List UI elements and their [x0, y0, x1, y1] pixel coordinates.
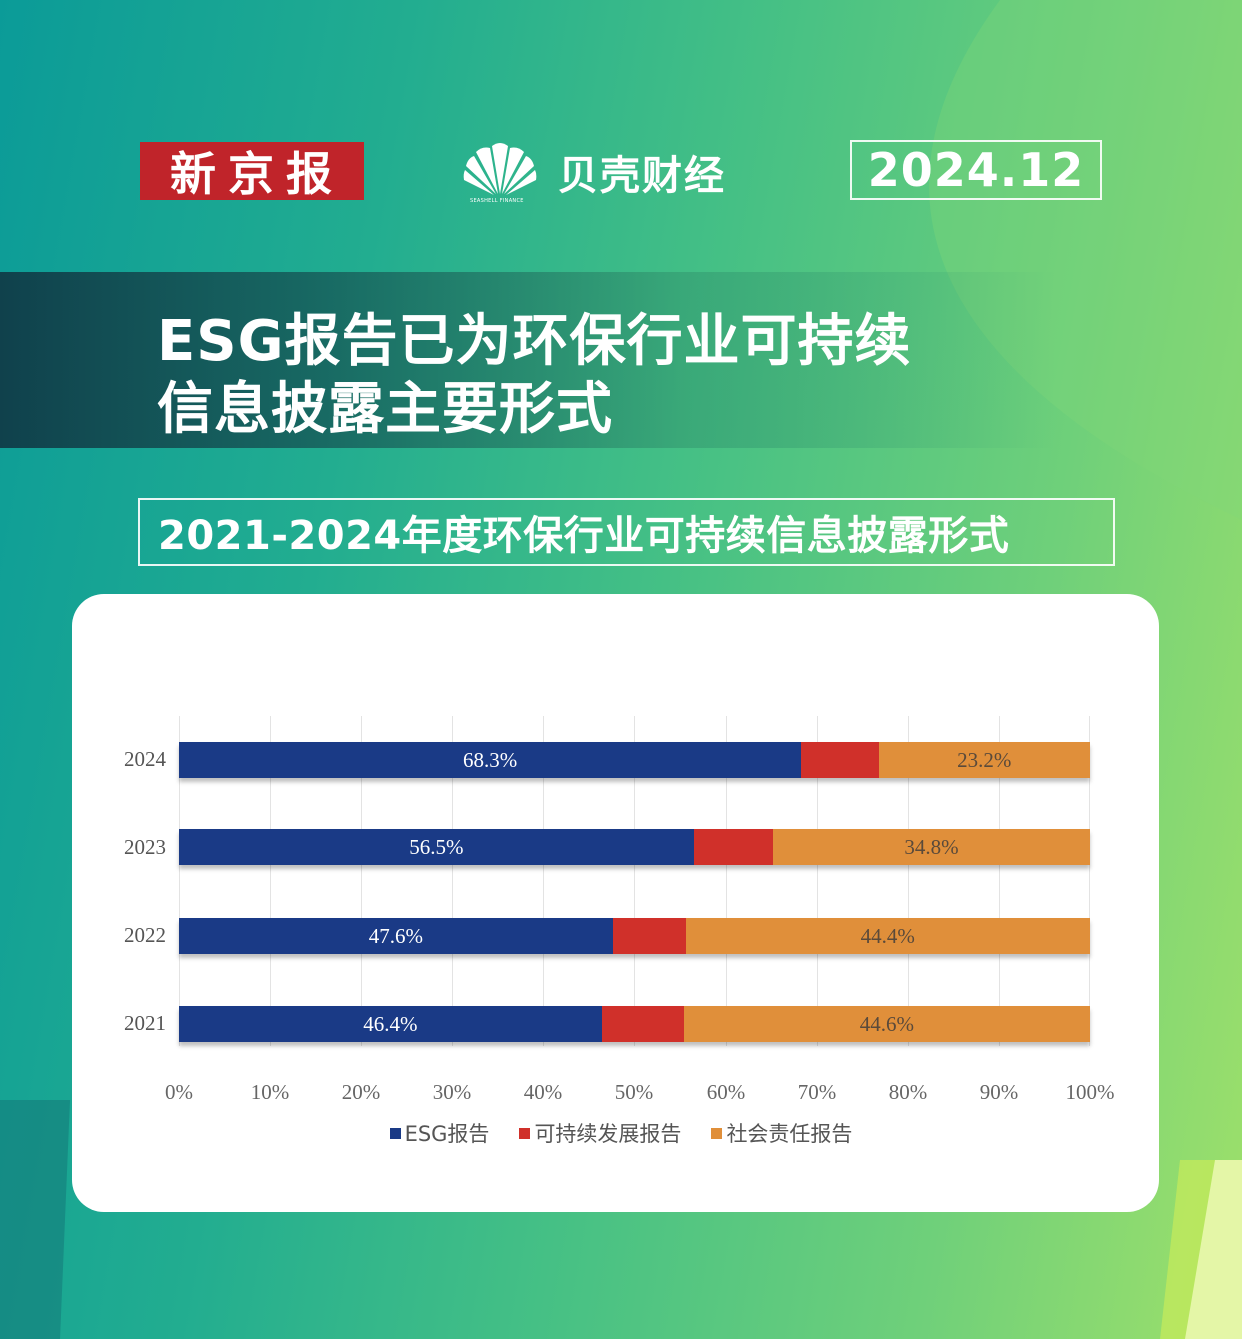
y-label-2024: 2024 — [124, 747, 166, 771]
y-label-2022: 2022 — [124, 923, 166, 947]
bar-segment-sustainable — [601, 1006, 684, 1042]
x-tick: 100% — [1065, 1080, 1115, 1104]
legend-item-esg: ESG报告 — [389, 1118, 490, 1148]
date-text: 2024.12 — [867, 143, 1085, 197]
gridline — [543, 716, 544, 1046]
xinjingbao-logo-text: 新京报 — [170, 147, 344, 201]
gridline — [908, 716, 909, 1046]
gridline — [999, 716, 1000, 1046]
legend-swatch-sustainable — [519, 1127, 531, 1139]
bar-segment-sustainable — [693, 829, 773, 865]
beike-finance-name: 贝壳财经 — [558, 153, 726, 199]
bar-segment-esg: 46.4% — [179, 1006, 602, 1042]
bar-segment-sustainable — [801, 742, 879, 778]
bar-segment-csr: 44.6% — [683, 1006, 1090, 1042]
x-tick: 40% — [523, 1080, 563, 1104]
data-label: 56.5% — [409, 834, 464, 859]
data-label: 44.6% — [859, 1011, 914, 1036]
data-label: 44.4% — [860, 923, 915, 948]
gridline — [726, 716, 727, 1046]
date-badge: 2024.12 — [850, 140, 1102, 200]
x-tick: 90% — [979, 1080, 1019, 1104]
x-tick: 70% — [797, 1080, 837, 1104]
y-label-2021: 2021 — [124, 1011, 166, 1035]
legend-label: ESG报告 — [404, 1122, 490, 1146]
data-label: 34.8% — [904, 834, 959, 859]
bar-segment-esg: 56.5% — [179, 829, 694, 865]
legend-item-sustainable: 可持续发展报告 — [519, 1118, 681, 1148]
chart-title: 2021-2024年度环保行业可持续信息披露形式 — [138, 498, 1115, 566]
data-label: 46.4% — [363, 1011, 418, 1036]
gridline — [361, 716, 362, 1046]
bar-segment-esg: 68.3% — [179, 742, 802, 778]
data-label: 47.6% — [368, 923, 423, 948]
chart-card — [72, 594, 1159, 1212]
x-tick: 0% — [165, 1080, 193, 1104]
bar-segment-csr: 23.2% — [878, 742, 1090, 778]
gridline — [179, 716, 180, 1046]
bar-2023: 56.5% 34.8% — [179, 829, 1090, 865]
xinjingbao-logo: 新京报 — [140, 142, 364, 201]
x-tick: 60% — [706, 1080, 746, 1104]
chart-legend: ESG报告 可持续发展报告 社会责任报告 — [0, 1118, 1242, 1148]
page-title-line-2: 信息披露主要形式 — [157, 377, 613, 442]
title-band — [0, 272, 1242, 448]
bar-segment-csr: 44.4% — [685, 918, 1090, 954]
beike-finance-logo: SEASHELL FINANCE 贝壳财经 — [462, 140, 726, 204]
x-tick: 30% — [432, 1080, 472, 1104]
legend-label: 可持续发展报告 — [534, 1122, 682, 1146]
gridline — [817, 716, 818, 1046]
legend-item-csr: 社会责任报告 — [711, 1118, 852, 1148]
gridline — [270, 716, 271, 1046]
legend-swatch-csr — [711, 1127, 723, 1139]
legend-swatch-esg — [389, 1127, 401, 1139]
x-tick: 10% — [250, 1080, 290, 1104]
legend-label: 社会责任报告 — [726, 1122, 853, 1146]
page-title-line-1: ESG报告已为环保行业可持续 — [157, 309, 912, 374]
seashell-subtext: SEASHELL FINANCE — [470, 198, 524, 204]
gridline — [452, 716, 453, 1046]
header: 新京报 SEASHELL FINANCE 贝壳财经 2024.12 — [0, 140, 1242, 204]
bar-2024: 68.3% 23.2% — [179, 742, 1090, 778]
gridline — [634, 716, 635, 1046]
chart-title-text: 2021-2024年度环保行业可持续信息披露形式 — [158, 513, 1010, 559]
plot-area — [179, 716, 1090, 1046]
bar-segment-csr: 34.8% — [772, 829, 1090, 865]
bar-segment-esg: 47.6% — [179, 918, 613, 954]
bar-2022: 47.6% 44.4% — [179, 918, 1090, 954]
data-label: 68.3% — [462, 747, 518, 772]
y-label-2023: 2023 — [124, 835, 166, 859]
seashell-icon: SEASHELL FINANCE — [462, 140, 538, 204]
data-label: 23.2% — [957, 747, 1012, 772]
x-tick: 50% — [614, 1080, 654, 1104]
x-tick: 80% — [888, 1080, 928, 1104]
bar-segment-sustainable — [612, 918, 686, 954]
gridline — [1089, 716, 1090, 1046]
bar-2021: 46.4% 44.6% — [179, 1006, 1090, 1042]
x-tick: 20% — [341, 1080, 381, 1104]
